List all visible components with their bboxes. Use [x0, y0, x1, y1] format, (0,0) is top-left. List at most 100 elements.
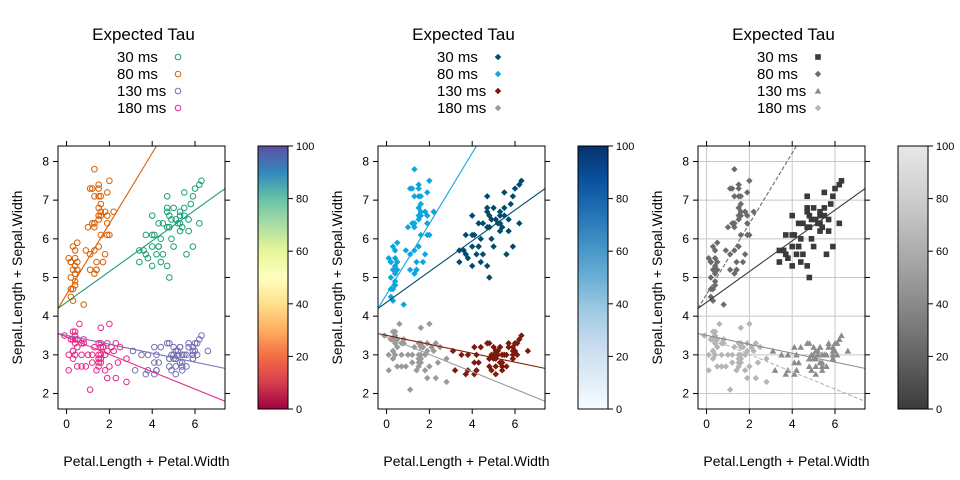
- data-point: [430, 208, 437, 215]
- y-tick-label: 2: [42, 387, 49, 401]
- y-tick-label: 3: [362, 348, 369, 362]
- data-point: [460, 247, 467, 254]
- data-point: [791, 343, 798, 350]
- data-point: [735, 340, 742, 347]
- data-point: [67, 274, 75, 281]
- legend-marker: [174, 70, 182, 78]
- data-point: [183, 250, 190, 258]
- data-point: [419, 258, 427, 266]
- data-point: [69, 243, 77, 250]
- fit-line: [698, 188, 865, 309]
- data-point: [814, 347, 822, 354]
- data-point: [784, 351, 792, 358]
- data-point: [163, 192, 171, 200]
- data-point: [739, 258, 747, 266]
- data-point: [183, 363, 190, 370]
- y-tick-label: 8: [42, 154, 49, 168]
- data-point: [97, 212, 105, 219]
- data-point: [735, 216, 742, 223]
- x-tick-label: 0: [703, 417, 710, 431]
- data-point: [131, 367, 139, 374]
- data-point: [496, 208, 504, 215]
- data-point: [744, 340, 751, 347]
- data-point: [148, 231, 156, 239]
- data-point: [490, 204, 497, 212]
- data-point: [477, 258, 484, 266]
- data-point: [163, 204, 171, 212]
- data-point: [471, 370, 478, 378]
- data-point: [71, 278, 79, 285]
- data-point: [836, 336, 843, 342]
- data-point: [733, 266, 740, 273]
- colorbar-bar: [257, 145, 289, 410]
- data-point: [415, 181, 422, 188]
- fit-line: [58, 333, 225, 402]
- fit-line: [698, 146, 797, 309]
- data-point: [483, 262, 491, 270]
- data-point: [424, 340, 431, 347]
- data-point: [817, 220, 823, 227]
- data-point: [394, 363, 401, 370]
- data-point: [741, 251, 749, 258]
- x-tick-label: 6: [192, 417, 199, 431]
- data-point: [417, 231, 425, 239]
- x-tick-label: 0: [383, 417, 390, 431]
- data-point: [818, 367, 826, 373]
- data-point: [838, 178, 845, 184]
- data-point: [112, 374, 120, 382]
- data-point: [731, 220, 738, 227]
- data-point: [415, 185, 422, 192]
- data-point: [737, 193, 745, 200]
- legend-marker: [494, 53, 502, 61]
- data-point: [462, 231, 469, 239]
- data-point: [806, 212, 813, 219]
- data-point: [78, 363, 85, 370]
- data-point: [168, 235, 175, 243]
- data-point: [711, 328, 719, 335]
- data-point: [178, 367, 186, 374]
- data-point: [746, 363, 753, 370]
- data-point: [771, 367, 779, 373]
- colorbar-tick-label: 20: [936, 351, 948, 363]
- data-point: [505, 216, 512, 223]
- data-point: [492, 370, 499, 378]
- data-point: [503, 251, 510, 258]
- data-point: [93, 266, 100, 274]
- data-point: [507, 200, 514, 208]
- data-point: [804, 205, 810, 211]
- data-point: [735, 351, 742, 359]
- data-point: [490, 243, 497, 250]
- x-tick-label: 4: [469, 417, 476, 431]
- data-point: [193, 339, 201, 347]
- data-point: [153, 250, 160, 258]
- data-point: [101, 367, 109, 374]
- y-tick-label: 2: [682, 387, 689, 401]
- data-point: [159, 220, 167, 227]
- data-point: [183, 351, 190, 359]
- x-axis-title: Petal.Length + Petal.Width: [703, 453, 869, 469]
- y-tick-label: 3: [682, 348, 689, 362]
- data-point: [86, 266, 94, 274]
- colorbar-tick-label: 80: [936, 194, 948, 206]
- data-point: [103, 374, 111, 382]
- plot-background: [58, 146, 225, 409]
- data-point: [830, 243, 836, 250]
- legend-entry-label: 130 ms: [757, 83, 806, 100]
- data-point: [812, 370, 820, 377]
- data-point: [744, 347, 751, 355]
- data-point: [411, 220, 418, 227]
- legend-entry-label: 130 ms: [437, 83, 486, 100]
- data-point: [726, 266, 734, 273]
- data-point: [709, 266, 717, 273]
- data-point: [496, 343, 504, 351]
- legend-marker: [174, 104, 182, 112]
- data-point: [163, 208, 171, 216]
- data-point: [411, 166, 418, 173]
- data-point: [518, 177, 525, 185]
- fit-line: [58, 333, 225, 369]
- data-point: [804, 263, 810, 269]
- legend-title: Expected Tau: [412, 25, 515, 44]
- data-point: [818, 351, 826, 358]
